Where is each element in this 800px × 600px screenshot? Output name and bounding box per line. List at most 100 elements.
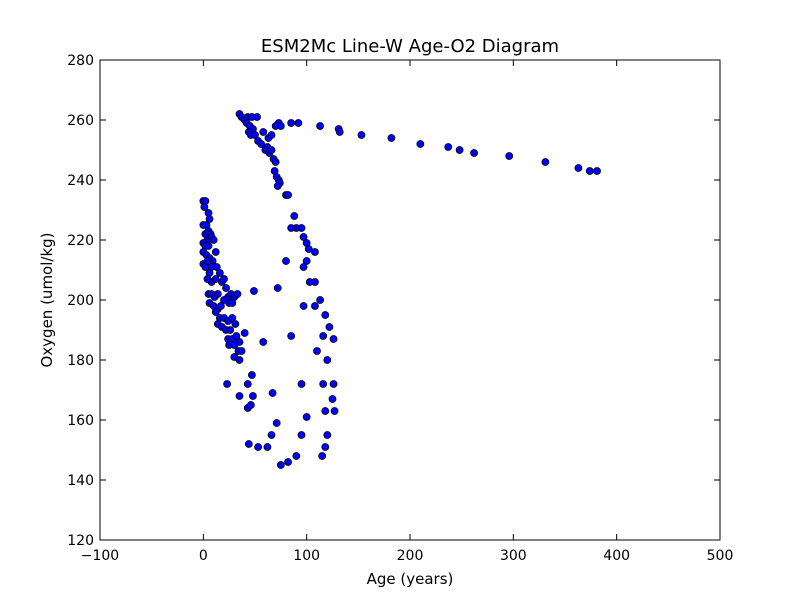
data-point [233,290,242,298]
data-point [302,413,311,421]
data-point [593,167,601,175]
data-point [323,431,332,439]
data-point [200,203,209,211]
data-point [329,380,338,388]
data-point [297,431,306,439]
points-layer [199,110,601,469]
data-point [585,167,594,175]
data-point [250,287,258,295]
data-point [220,275,228,283]
data-point [325,323,334,331]
y-tick-label: 280 [67,53,94,69]
data-point [268,389,277,397]
data-point [444,143,453,151]
data-point [387,134,396,142]
y-tick-label: 260 [67,113,94,129]
y-tick-label: 120 [67,533,94,549]
data-point [237,347,246,355]
data-point [299,263,308,271]
data-point [328,395,337,403]
x-tick-label: 500 [707,548,734,564]
data-point [304,245,313,253]
data-point [319,332,328,340]
data-point [215,269,224,277]
x-tick-label: 300 [500,548,527,564]
data-point [228,299,237,307]
data-point [272,419,281,427]
data-point [319,380,328,388]
data-point [273,284,282,292]
data-point [287,332,296,340]
data-point [235,392,244,400]
data-point [311,248,319,256]
data-point [267,131,276,139]
data-point [231,320,240,328]
ticks-layer: −100 0 100 200 300 400 500 120 140 160 180 200 220 24… [67,53,733,564]
data-point [292,452,301,460]
data-point [244,440,253,448]
data-point [249,392,257,400]
data-point [232,332,241,340]
data-point [287,224,296,232]
x-axis-label: Age (years) [367,570,454,588]
data-point [287,119,296,127]
x-tick-label: 200 [397,548,424,564]
x-tick-label: −100 [81,548,119,564]
data-point [299,302,308,310]
data-point [226,326,235,334]
data-point [257,140,266,148]
data-point [335,128,344,136]
data-point [240,329,249,337]
data-point [259,128,268,136]
data-point [316,296,325,304]
data-point [276,122,285,130]
y-tick-label: 160 [67,413,94,429]
data-point [259,338,268,346]
data-point [455,146,464,154]
data-point [271,158,280,166]
data-point [299,233,308,241]
data-point [212,263,221,271]
plot-area [100,60,720,540]
data-point [321,407,330,415]
data-point [253,113,261,121]
data-point [204,242,213,250]
data-point [574,164,583,172]
data-point [209,236,218,244]
data-point [316,122,325,130]
data-point [541,158,550,166]
data-point [276,461,285,469]
y-tick-label: 180 [67,353,94,369]
data-point [302,257,311,265]
data-point [267,431,276,439]
data-point [330,407,339,415]
data-point [203,275,212,283]
data-point [243,380,252,388]
data-point [205,215,214,223]
data-point [311,278,319,286]
data-point [254,443,263,451]
data-point [505,152,514,160]
data-point [470,149,478,157]
plot-frame [99,59,721,541]
data-point [294,119,303,127]
data-point [213,290,222,298]
data-point [273,182,282,190]
data-point [222,284,230,292]
data-point [323,356,332,364]
data-point [267,146,276,154]
data-point [321,443,330,451]
data-point [228,314,237,322]
data-point [290,212,299,220]
data-point [318,452,327,460]
data-point [203,257,212,265]
y-axis-label: Oxygen (umol/kg) [38,232,56,367]
data-point [211,275,220,283]
data-point [247,371,256,379]
x-tick-label: 0 [199,548,208,564]
x-tick-label: 100 [293,548,320,564]
data-point [313,347,321,355]
data-point [284,458,292,466]
data-point [297,224,306,232]
